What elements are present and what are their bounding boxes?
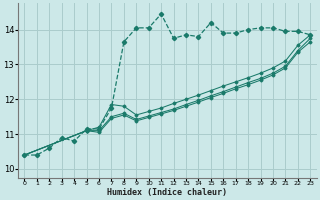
X-axis label: Humidex (Indice chaleur): Humidex (Indice chaleur)	[108, 188, 228, 197]
